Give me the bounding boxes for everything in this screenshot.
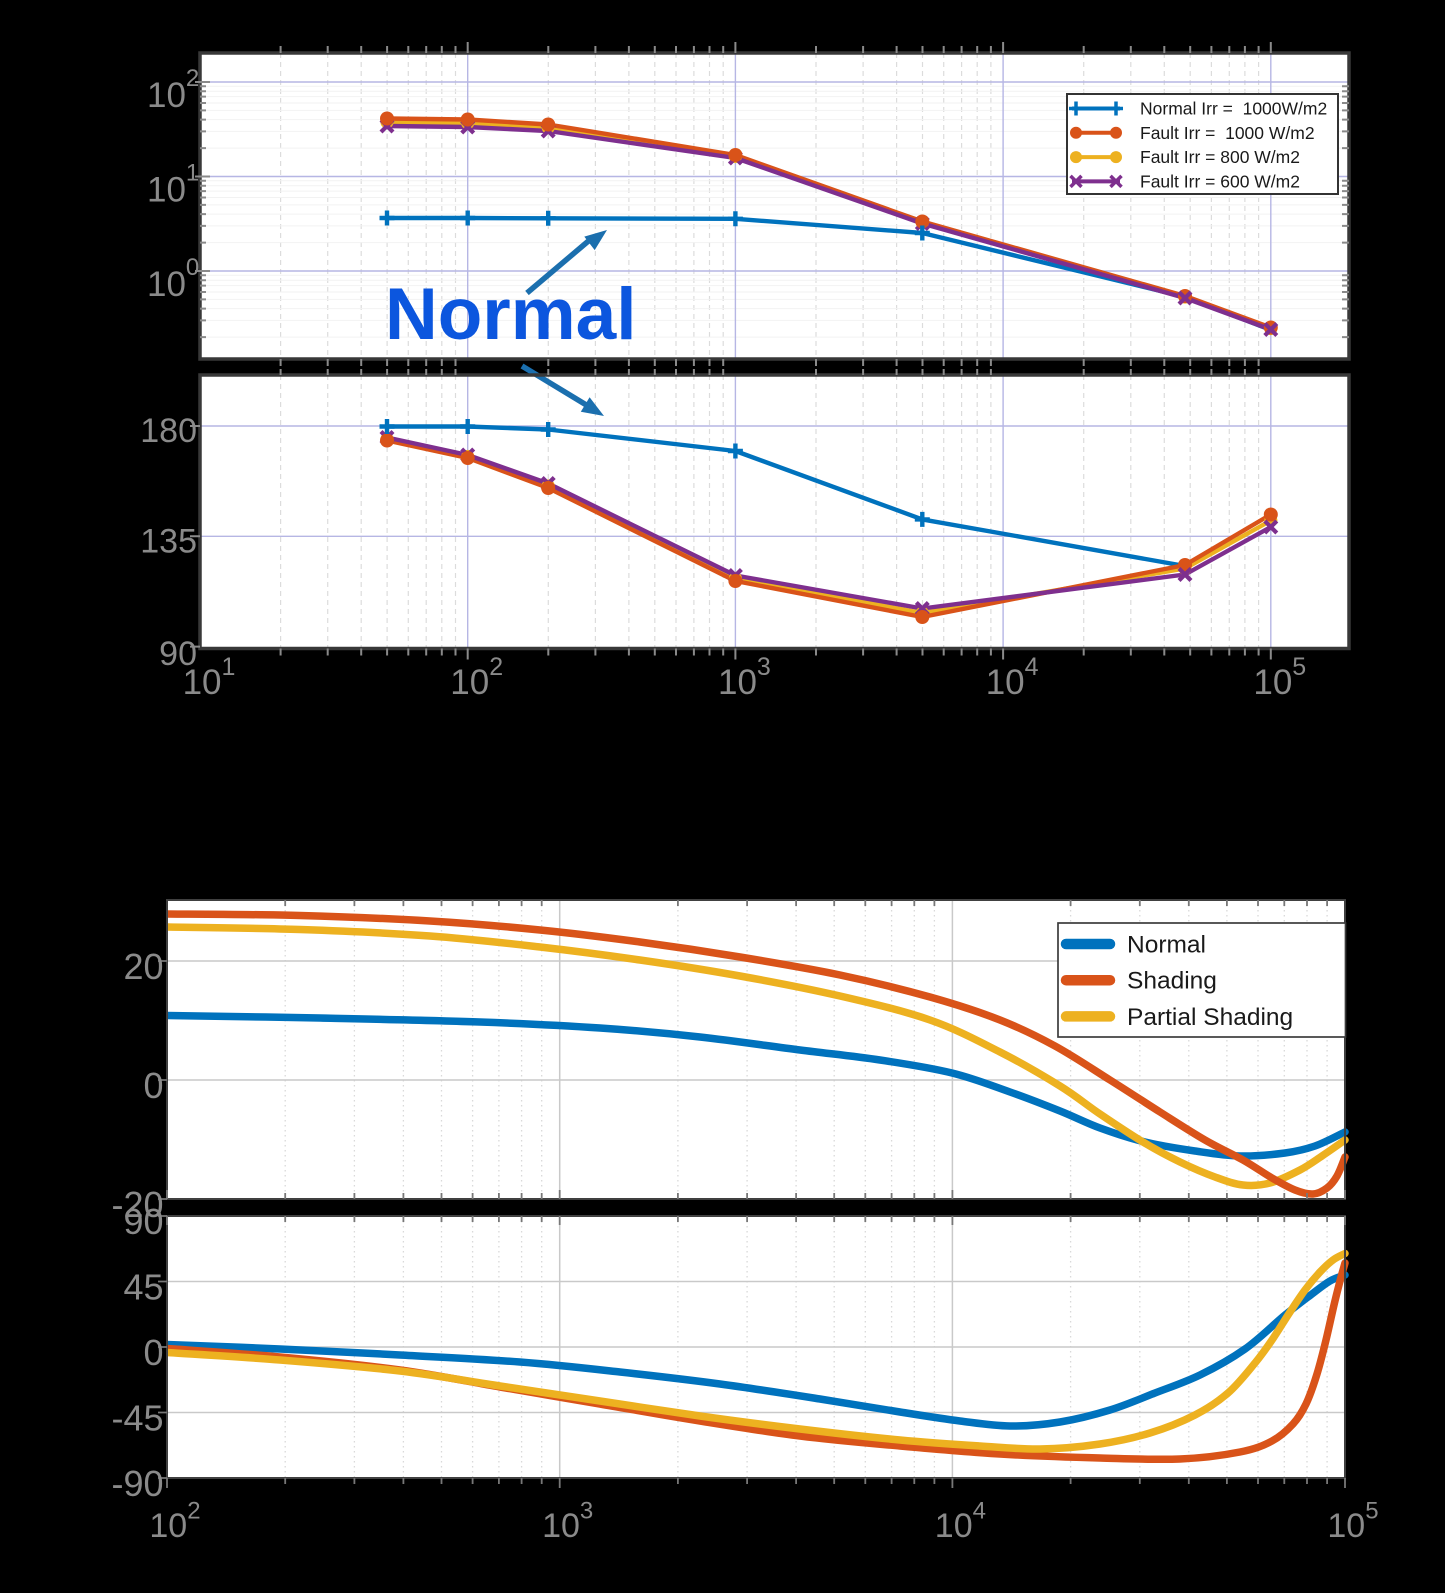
svg-text:2: 2 [187,1497,200,1524]
svg-text:2: 2 [186,65,199,92]
svg-text:1: 1 [186,160,199,187]
svg-text:10: 10 [1253,663,1292,702]
svg-text:10: 10 [986,663,1025,702]
svg-text:-20: -20 [111,1184,163,1225]
svg-text:3: 3 [580,1497,593,1524]
svg-text:Normal: Normal [1127,932,1206,959]
svg-text:10: 10 [542,1507,580,1545]
svg-text:0: 0 [143,1332,163,1373]
svg-text:Shading: Shading [1127,968,1217,995]
svg-text:10: 10 [147,265,186,304]
svg-text:Fault Irr = 600 W/m2: Fault Irr = 600 W/m2 [1140,171,1300,191]
svg-text:Normal Irr = 1000W/m2: Normal Irr = 1000W/m2 [1140,99,1327,119]
svg-text:10: 10 [149,1507,187,1545]
svg-text:5: 5 [1292,653,1306,681]
svg-text:90: 90 [123,1201,163,1242]
svg-text:135: 135 [140,522,197,560]
svg-text:-45: -45 [111,1398,163,1439]
svg-text:10: 10 [935,1507,973,1545]
svg-text:2: 2 [489,653,503,681]
svg-text:Partial Shading: Partial Shading [1127,1004,1293,1031]
svg-text:3: 3 [757,653,771,681]
svg-text:45: 45 [123,1267,163,1308]
svg-text:20: 20 [123,946,163,987]
svg-text:10: 10 [147,76,186,115]
svg-text:4: 4 [1025,653,1039,681]
svg-text:0: 0 [143,1065,163,1106]
svg-text:Fault Irr = 800 W/m2: Fault Irr = 800 W/m2 [1140,147,1300,167]
svg-text:Normal: Normal [385,274,637,355]
svg-text:5: 5 [1365,1497,1378,1524]
svg-text:Fault Irr = 1000 W/m2: Fault Irr = 1000 W/m2 [1140,123,1315,143]
svg-text:180: 180 [140,412,197,450]
svg-text:1: 1 [222,653,236,681]
svg-text:10: 10 [1327,1507,1365,1545]
svg-text:10: 10 [450,663,489,702]
svg-text:10: 10 [718,663,757,702]
svg-text:4: 4 [973,1497,986,1524]
svg-text:90: 90 [159,635,197,673]
svg-text:10: 10 [183,663,222,702]
svg-text:10: 10 [147,171,186,210]
svg-text:0: 0 [186,254,199,281]
svg-text:-90: -90 [111,1463,163,1504]
